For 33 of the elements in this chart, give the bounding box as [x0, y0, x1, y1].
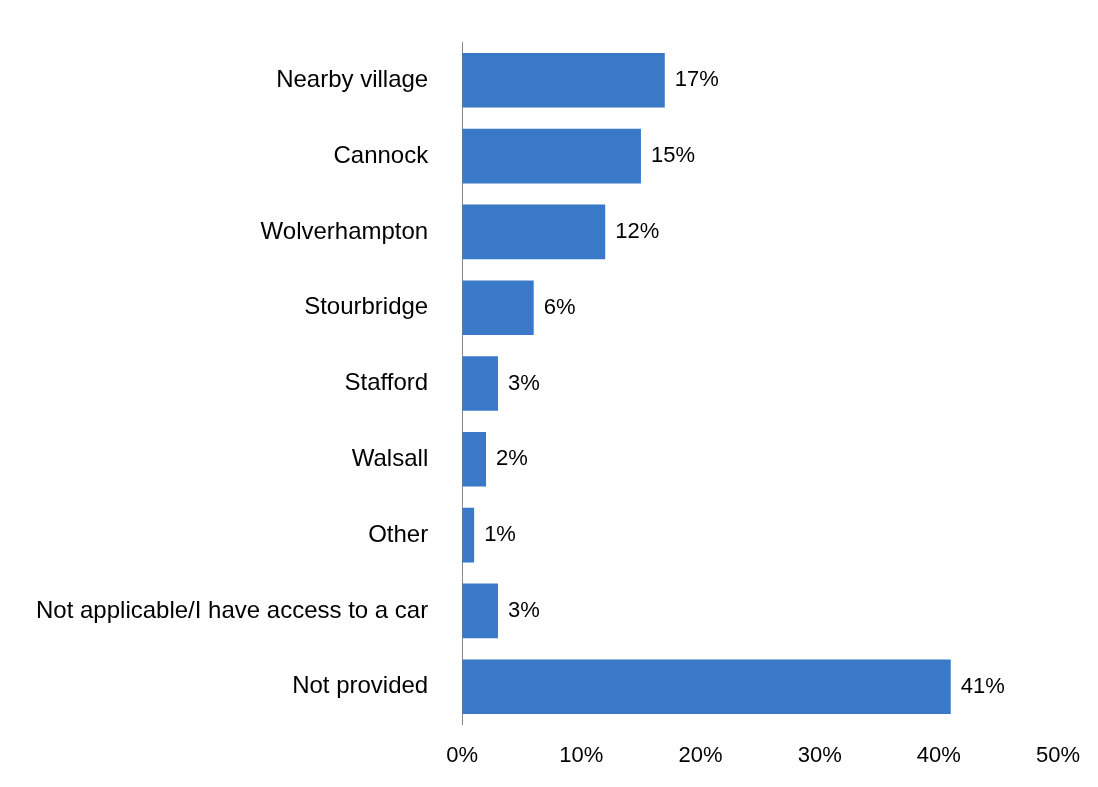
bar — [462, 356, 498, 411]
bar — [462, 53, 665, 108]
data-label: 15% — [650, 142, 695, 168]
bar — [462, 432, 487, 487]
bar — [462, 280, 534, 335]
x-tick-label: 0% — [446, 741, 479, 767]
y-tick-label: Walsall — [351, 443, 429, 471]
data-label: 3% — [507, 369, 540, 395]
bar — [462, 128, 641, 184]
data-label: 1% — [484, 521, 516, 547]
data-label: 12% — [615, 217, 660, 243]
data-label: 2% — [496, 445, 528, 471]
bar — [462, 583, 498, 639]
bar — [462, 204, 606, 260]
y-tick-label: Nearby village — [276, 64, 429, 92]
y-tick-label: Wolverhampton — [260, 216, 429, 244]
data-label: 17% — [674, 66, 719, 92]
y-tick-label: Cannock — [333, 140, 430, 168]
data-label: 6% — [543, 293, 576, 319]
x-tick-label: 30% — [797, 741, 842, 767]
x-tick-label: 40% — [916, 741, 961, 767]
y-tick-label: Other — [368, 519, 429, 547]
x-tick-label: 50% — [1035, 741, 1081, 767]
y-tick-label: Stafford — [344, 368, 429, 396]
y-tick-label: Not applicable/I have access to a car — [36, 595, 429, 623]
x-tick-label: 20% — [678, 741, 723, 767]
y-tick-label: Stourbridge — [304, 292, 429, 320]
bar — [462, 659, 951, 714]
data-label: 41% — [960, 672, 1005, 698]
bar — [462, 507, 475, 563]
y-tick-label: Not provided — [292, 671, 429, 699]
x-tick-label: 10% — [559, 741, 604, 767]
data-label: 3% — [507, 596, 540, 622]
